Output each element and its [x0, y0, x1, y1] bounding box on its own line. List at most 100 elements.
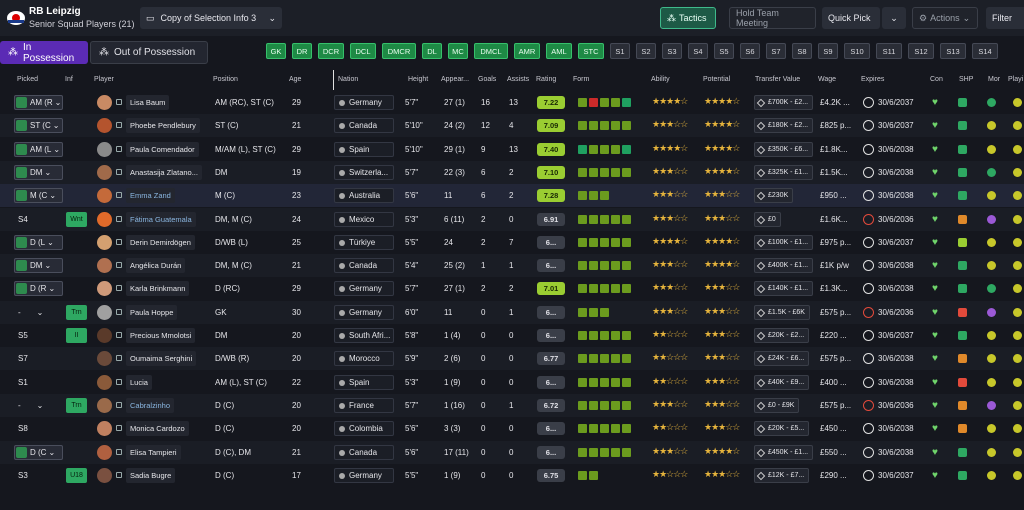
nation-chip[interactable]: Canada	[334, 118, 394, 134]
transfer-value-chip[interactable]: £20K - £5...	[754, 421, 810, 437]
transfer-value-chip[interactable]: £325K - £1...	[754, 164, 814, 180]
nation-chip[interactable]: Canada	[334, 444, 394, 460]
player-name[interactable]: Precious Mmolotsi	[126, 328, 196, 343]
tab-in-possession[interactable]: ⁂ In Possession	[0, 41, 88, 64]
picked-selector[interactable]: D (L ⌄	[14, 234, 63, 250]
table-row[interactable]: S5 II Precious Mmolotsi DM 20 South Afri... 5'…	[0, 324, 1024, 347]
table-row[interactable]: S1 Lucia AM (L), ST (C) 22 Spain 5'3" 1 (9) 0 0 6…	[0, 371, 1024, 394]
position-filter-button[interactable]: AMR	[514, 43, 540, 59]
header-mor[interactable]: Mor	[988, 76, 1001, 83]
transfer-value-chip[interactable]: £1.5K - £6K	[754, 304, 810, 320]
position-filter-button[interactable]: S5	[714, 43, 734, 59]
header-playing[interactable]: Playi	[1008, 76, 1024, 83]
header-assists[interactable]: Assists	[507, 76, 530, 83]
table-row[interactable]: DM ⌄ Angélica Durán DM, M (C) 21 Canada 5'4" 25…	[0, 254, 1024, 278]
header-form[interactable]: Form	[573, 76, 590, 83]
position-filter-button[interactable]: STC	[578, 43, 604, 59]
transfer-value-chip[interactable]: £450K - £1...	[754, 444, 814, 460]
nation-chip[interactable]: Türkiye	[334, 234, 394, 250]
table-row[interactable]: DM ⌄ Anastasija Zlatano... DM 19 Switzerla...…	[0, 160, 1024, 184]
position-filter-button[interactable]: S10	[844, 43, 870, 59]
table-row[interactable]: S8 Monica Cardozo D (C) 20 Colombia 5'6" 3 (3)…	[0, 417, 1024, 440]
picked-selector[interactable]: AM (R ⌄	[14, 95, 63, 110]
nation-chip[interactable]: Mexico	[334, 211, 394, 227]
table-row[interactable]: S4 Wnt Fátima Guatemala DM, M (C) 24 Mexico 5'…	[0, 207, 1024, 231]
hold-meeting-button[interactable]: Hold Team Meeting	[729, 7, 816, 29]
player-name[interactable]: Lisa Baum	[126, 95, 170, 110]
table-row[interactable]: S3 U18 Sadia Bugre D (C) 17 Germany 5'5" 1 (9) 0…	[0, 464, 1024, 487]
player-name[interactable]: Fátima Guatemala	[126, 211, 196, 227]
nation-chip[interactable]: Spain	[334, 374, 394, 390]
position-filter-button[interactable]: DCR	[318, 43, 344, 59]
header-wage[interactable]: Wage	[818, 76, 837, 83]
table-row[interactable]: D (R ⌄ Karla Brinkmann D (RC) 29 Germany 5'7" 2…	[0, 277, 1024, 300]
player-name[interactable]: Emma Zand	[126, 188, 175, 204]
header-position[interactable]: Position	[213, 76, 238, 83]
tab-out-of-possession[interactable]: ⁂ Out of Possession	[90, 41, 208, 64]
transfer-value-chip[interactable]: £180K - £2...	[754, 118, 814, 134]
picked-selector[interactable]: D (R ⌄	[14, 281, 63, 297]
position-filter-button[interactable]: S13	[940, 43, 966, 59]
quick-pick-chevron-icon[interactable]: ⌄	[882, 7, 906, 29]
table-row[interactable]: - ⌄ Trn Paula Hoppe GK 30 Germany 6'0" 11 0 1 6... ★…	[0, 300, 1024, 324]
header-goals[interactable]: Goals	[478, 76, 497, 83]
position-filter-button[interactable]: GK	[266, 43, 286, 59]
picked-selector[interactable]: S5	[18, 328, 62, 343]
position-filter-button[interactable]: S12	[908, 43, 934, 59]
player-name[interactable]: Angélica Durán	[126, 258, 186, 274]
table-row[interactable]: D (C ⌄ Elisa Tampieri D (C), DM 21 Canada 5'6"…	[0, 440, 1024, 464]
table-row[interactable]: ST (C ⌄ Phoebe Pendlebury ST (C) 21 Canada 5'1…	[0, 114, 1024, 138]
picked-selector[interactable]: S3	[18, 468, 62, 483]
position-filter-button[interactable]: S3	[662, 43, 682, 59]
transfer-value-chip[interactable]: £12K - £7...	[754, 467, 810, 483]
picked-selector[interactable]: D (C ⌄	[14, 444, 63, 460]
header-height[interactable]: Height	[408, 76, 429, 83]
position-filter-button[interactable]: S8	[792, 43, 812, 59]
position-filter-button[interactable]: S4	[688, 43, 708, 59]
picked-selector[interactable]: - ⌄	[18, 398, 62, 413]
player-name[interactable]: Paula Comendador	[126, 141, 199, 157]
transfer-value-chip[interactable]: £350K - £6...	[754, 141, 814, 157]
position-filter-button[interactable]: DMCL	[474, 43, 508, 59]
nation-chip[interactable]: Germany	[334, 304, 394, 320]
header-rating[interactable]: Rating	[536, 76, 557, 83]
filter-button[interactable]: Filter	[986, 7, 1024, 29]
transfer-value-chip[interactable]: £140K - £1...	[754, 281, 814, 297]
player-name[interactable]: Karla Brinkmann	[126, 281, 190, 297]
transfer-value-chip[interactable]: £230K	[754, 188, 794, 204]
player-name[interactable]: Paula Hoppe	[126, 304, 178, 320]
player-name[interactable]: Oumaima Serghini	[126, 351, 197, 367]
nation-chip[interactable]: Colombia	[334, 421, 394, 437]
header-player[interactable]: Player	[94, 76, 114, 83]
position-filter-button[interactable]: DCL	[350, 43, 376, 59]
transfer-value-chip[interactable]: £100K - £1...	[754, 234, 814, 250]
view-dropdown[interactable]: ▭ Copy of Selection Info 3 ⌄	[140, 7, 282, 29]
position-filter-button[interactable]: MC	[448, 43, 468, 59]
position-filter-button[interactable]: S7	[766, 43, 786, 59]
picked-selector[interactable]: S7	[18, 351, 62, 366]
nation-chip[interactable]: Germany	[334, 281, 394, 297]
nation-chip[interactable]: Germany	[334, 467, 394, 483]
nation-chip[interactable]: Germany	[334, 95, 394, 110]
transfer-value-chip[interactable]: £700K - £2...	[754, 95, 814, 110]
transfer-value-chip[interactable]: £400K - £1...	[754, 258, 814, 274]
header-con[interactable]: Con	[930, 76, 943, 83]
nation-chip[interactable]: France	[334, 397, 394, 413]
nation-chip[interactable]: Spain	[334, 141, 394, 157]
header-shp[interactable]: SHP	[959, 76, 974, 83]
position-filter-button[interactable]: S14	[972, 43, 998, 59]
picked-selector[interactable]: S4	[18, 212, 62, 227]
position-filter-button[interactable]: DR	[292, 43, 312, 59]
position-filter-button[interactable]: S11	[876, 43, 902, 59]
picked-selector[interactable]: DM ⌄	[14, 164, 63, 180]
table-row[interactable]: AM (L ⌄ Paula Comendador M/AM (L), ST (C) 29…	[0, 138, 1024, 161]
quick-pick-button[interactable]: Quick Pick	[822, 7, 880, 29]
header-picked[interactable]: Picked	[17, 76, 39, 83]
position-filter-button[interactable]: DMCR	[382, 43, 416, 59]
player-name[interactable]: Cabralzinho	[126, 397, 175, 413]
header-age[interactable]: Age	[289, 76, 302, 83]
player-name[interactable]: Phoebe Pendlebury	[126, 118, 200, 134]
header-potential[interactable]: Potential	[703, 76, 731, 83]
table-row[interactable]: S7 Oumaima Serghini D/WB (R) 20 Morocco 5'9" 2…	[0, 347, 1024, 371]
player-name[interactable]: Lucia	[126, 374, 152, 390]
